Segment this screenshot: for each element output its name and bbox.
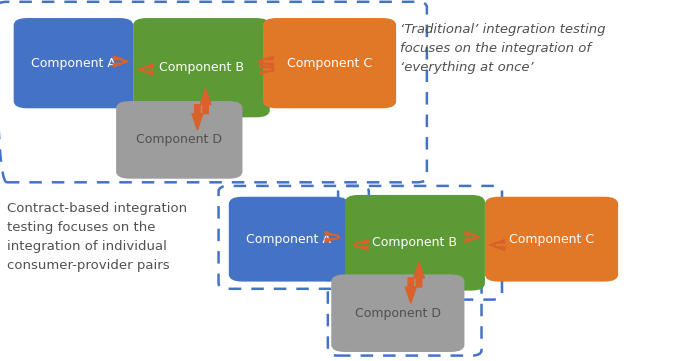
FancyBboxPatch shape [485,197,618,282]
Text: Component B: Component B [159,61,244,74]
Text: ‘Traditional’ integration testing
focuses on the integration of
‘everything at o: ‘Traditional’ integration testing focuse… [400,23,605,74]
Text: Component D: Component D [137,133,222,147]
FancyArrow shape [490,240,505,251]
FancyArrow shape [113,56,128,67]
FancyBboxPatch shape [133,18,270,117]
Text: Component C: Component C [509,232,594,246]
Text: Component A: Component A [31,57,116,70]
FancyArrow shape [138,64,153,75]
FancyArrow shape [465,232,480,243]
Text: Component B: Component B [372,236,458,249]
Text: Component D: Component D [355,306,441,320]
Text: Component C: Component C [287,57,372,70]
FancyArrow shape [353,240,368,251]
FancyBboxPatch shape [263,18,396,108]
FancyArrow shape [260,64,275,75]
FancyBboxPatch shape [14,18,133,108]
FancyBboxPatch shape [345,195,485,291]
FancyBboxPatch shape [116,101,242,179]
FancyArrow shape [406,278,417,303]
Text: Contract-based integration
testing focuses on the
integration of individual
cons: Contract-based integration testing focus… [7,202,187,272]
FancyArrow shape [200,88,211,114]
Text: Component A: Component A [246,232,331,246]
FancyBboxPatch shape [331,274,464,352]
FancyArrow shape [192,105,203,130]
FancyArrow shape [414,262,425,287]
FancyArrow shape [258,56,273,67]
FancyBboxPatch shape [229,197,348,282]
FancyArrow shape [325,232,340,243]
